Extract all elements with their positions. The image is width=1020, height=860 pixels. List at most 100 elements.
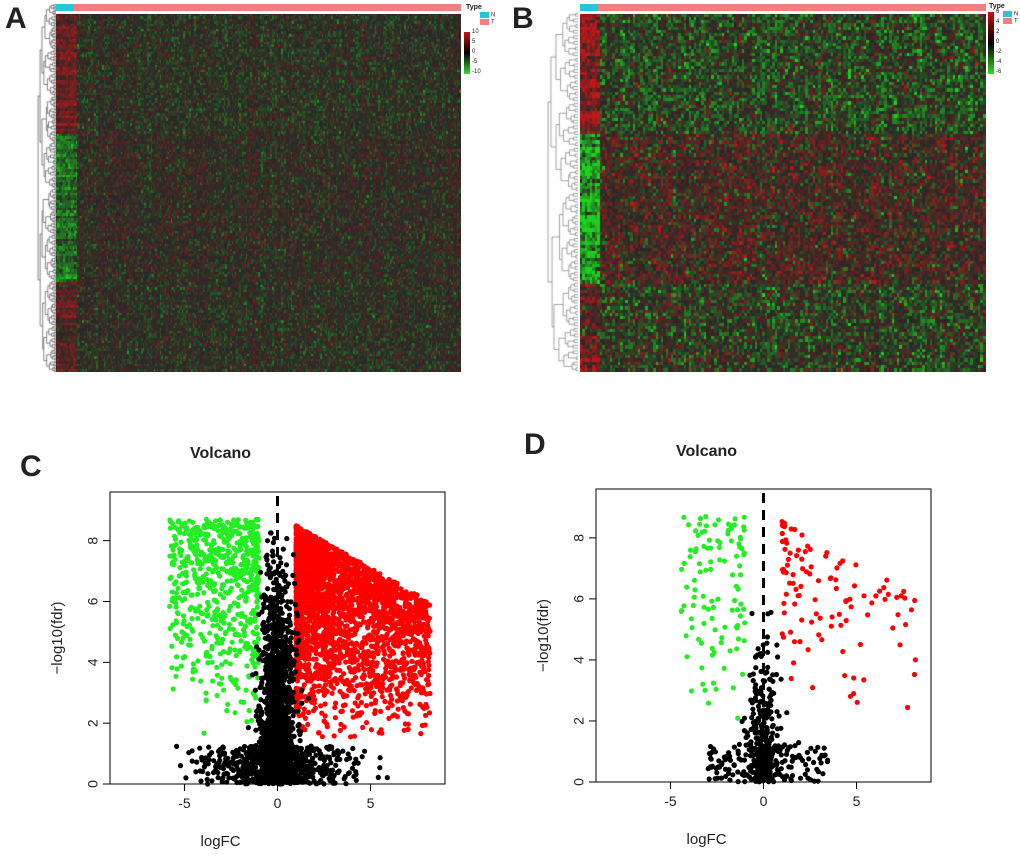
data-point-down <box>242 623 249 629</box>
data-point-up <box>339 643 346 649</box>
data-point-not-significant <box>328 745 335 751</box>
data-point-up <box>317 668 323 674</box>
data-point-not-significant <box>351 760 357 767</box>
data-point-down <box>212 612 218 619</box>
data-point-up <box>293 556 300 562</box>
data-point-up <box>386 627 392 633</box>
data-point-down <box>209 646 215 652</box>
data-point-up <box>422 722 428 728</box>
data-point-up <box>368 685 374 691</box>
data-point-up <box>377 582 384 588</box>
data-point-down <box>193 525 199 531</box>
data-point-down <box>186 642 192 648</box>
data-point-not-significant <box>345 751 351 757</box>
data-point-up <box>387 585 393 591</box>
data-point-not-significant <box>269 548 275 554</box>
data-point-down <box>251 631 258 637</box>
data-point-down <box>197 532 203 538</box>
data-point-up <box>335 550 341 556</box>
data-point-down <box>201 537 207 543</box>
data-point-down <box>180 581 186 587</box>
data-point-down <box>250 660 256 666</box>
data-point-down <box>172 632 178 638</box>
data-point-up <box>323 600 329 606</box>
data-point-up <box>296 713 302 719</box>
data-point-up <box>404 710 410 716</box>
data-point-up <box>346 652 352 658</box>
data-point-up <box>328 683 334 689</box>
data-point-down <box>254 604 261 610</box>
data-point-down <box>173 673 179 679</box>
data-point-down <box>200 611 206 617</box>
data-point-up <box>305 649 312 655</box>
data-point-down <box>198 678 204 684</box>
data-point-not-significant <box>362 748 368 754</box>
data-point-up <box>421 705 427 711</box>
data-point-up <box>380 620 387 626</box>
data-point-down <box>187 636 193 642</box>
data-point-not-significant <box>308 743 314 749</box>
data-point-down <box>220 636 226 642</box>
data-point-down <box>204 555 210 561</box>
data-point-up <box>358 699 364 706</box>
data-point-up <box>415 623 422 630</box>
data-point-down <box>249 610 255 616</box>
data-point-down <box>203 697 209 703</box>
data-point-not-significant <box>299 750 305 757</box>
data-point-down <box>239 610 245 617</box>
data-point-up <box>328 554 334 560</box>
data-point-not-significant <box>298 746 305 752</box>
data-point-up <box>416 659 422 665</box>
data-point-up <box>384 687 390 693</box>
data-point-up <box>313 574 319 580</box>
data-point-down <box>232 647 238 653</box>
data-point-down <box>180 655 186 661</box>
data-point-up <box>304 588 310 594</box>
data-point-not-significant <box>256 717 262 723</box>
data-point-up <box>336 660 342 666</box>
data-point-up <box>353 675 359 681</box>
data-point-up <box>299 610 305 616</box>
data-point-down <box>212 581 218 587</box>
legend-group-t: T <box>480 18 495 25</box>
data-point-up <box>315 664 321 670</box>
data-point-down <box>236 595 242 601</box>
data-point-down <box>238 547 244 553</box>
data-point-up <box>323 616 329 622</box>
data-point-up <box>410 636 416 642</box>
data-point-up <box>367 589 373 595</box>
data-point-down <box>179 629 185 635</box>
data-point-up <box>333 700 339 706</box>
data-point-up <box>316 683 322 689</box>
data-point-down <box>238 524 244 530</box>
data-point-up <box>367 660 373 666</box>
data-point-down <box>188 592 194 598</box>
data-point-up <box>345 635 351 641</box>
data-point-down <box>231 565 237 571</box>
legend-group-t-label: T <box>1014 18 1018 25</box>
data-point-up <box>400 705 406 711</box>
data-point-up <box>349 708 356 714</box>
data-point-not-significant <box>234 763 240 769</box>
data-point-down <box>237 649 243 655</box>
data-point-down <box>193 536 199 543</box>
data-point-up <box>324 583 330 589</box>
data-point-up <box>400 611 406 617</box>
data-point-not-significant <box>264 557 270 563</box>
data-point-not-significant <box>283 634 289 640</box>
data-point-not-significant <box>280 568 286 574</box>
data-point-not-significant <box>260 658 266 664</box>
data-point-up <box>336 637 342 643</box>
data-point-up <box>389 649 395 655</box>
data-point-not-significant <box>269 613 275 619</box>
data-point-not-significant <box>264 552 270 558</box>
data-point-down <box>242 525 248 531</box>
data-point-down <box>226 621 232 627</box>
data-point-not-significant <box>271 559 277 565</box>
data-point-up <box>294 586 300 592</box>
data-point-up <box>317 570 323 576</box>
data-point-up <box>392 668 398 674</box>
data-point-down <box>185 554 191 560</box>
data-point-not-significant <box>271 586 277 593</box>
cbar-b-tick: 4 <box>996 19 1000 25</box>
